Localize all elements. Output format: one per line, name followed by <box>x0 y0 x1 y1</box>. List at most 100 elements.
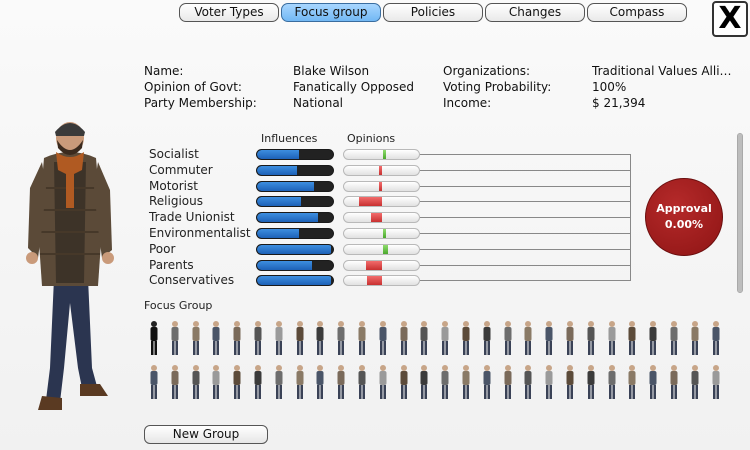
focus-group-member[interactable] <box>335 364 347 402</box>
opinion-bar-conservatives <box>343 275 420 286</box>
opinion-fill <box>382 150 387 159</box>
focus-group-member[interactable] <box>398 320 410 358</box>
profile-labels-left: Name: Opinion of Govt: Party Membership: <box>144 63 257 111</box>
focus-group-member[interactable] <box>210 320 222 358</box>
focus-group-member[interactable] <box>626 364 638 402</box>
focus-group-member[interactable] <box>626 320 638 358</box>
focus-group-member[interactable] <box>460 364 472 402</box>
focus-group-member[interactable] <box>273 364 285 402</box>
focus-group-member[interactable] <box>231 320 243 358</box>
opinion-bar-motorist <box>343 181 420 192</box>
scrollbar[interactable] <box>737 133 743 293</box>
focus-group-member[interactable] <box>169 364 181 402</box>
influence-fill <box>257 229 299 238</box>
opinion-bar-environmentalist <box>343 228 420 239</box>
connector-line <box>420 217 631 218</box>
connector-line <box>420 201 631 202</box>
focus-group-member[interactable] <box>481 320 493 358</box>
influence-fill <box>257 276 331 285</box>
focus-group-member[interactable] <box>398 364 410 402</box>
focus-group-member[interactable] <box>231 364 243 402</box>
tab-changes[interactable]: Changes <box>485 3 585 22</box>
focus-group-member[interactable] <box>564 364 576 402</box>
focus-group-member[interactable] <box>502 320 514 358</box>
opinion-label: Opinion of Govt: <box>144 80 242 94</box>
focus-group-member[interactable] <box>314 364 326 402</box>
group-label-conservatives[interactable]: Conservatives <box>149 273 235 287</box>
focus-group-member[interactable] <box>190 320 202 358</box>
new-group-button[interactable]: New Group <box>144 425 268 444</box>
group-label-socialist[interactable]: Socialist <box>149 147 199 161</box>
focus-group-member[interactable] <box>356 364 368 402</box>
group-label-trade-unionist[interactable]: Trade Unionist <box>149 210 235 224</box>
focus-group-member[interactable] <box>169 320 181 358</box>
focus-group-member[interactable] <box>689 364 701 402</box>
focus-group-member[interactable] <box>460 320 472 358</box>
focus-group-member[interactable] <box>606 320 618 358</box>
group-label-motorist[interactable]: Motorist <box>149 179 198 193</box>
focus-group-member[interactable] <box>439 320 451 358</box>
focus-group-member[interactable] <box>689 320 701 358</box>
tab-focus-group[interactable]: Focus group <box>281 3 381 22</box>
close-button[interactable]: X <box>712 1 748 37</box>
focus-group-member[interactable] <box>356 320 368 358</box>
organizations[interactable]: Traditional Values Allia... <box>592 64 732 78</box>
focus-group-member[interactable] <box>335 320 347 358</box>
group-label-poor[interactable]: Poor <box>149 242 176 256</box>
focus-group-member[interactable] <box>564 320 576 358</box>
focus-group-member[interactable] <box>439 364 451 402</box>
focus-group-member[interactable] <box>522 364 534 402</box>
focus-group-member[interactable] <box>668 320 680 358</box>
focus-group-member[interactable] <box>294 364 306 402</box>
focus-group-member[interactable] <box>606 364 618 402</box>
focus-group-member[interactable] <box>710 320 722 358</box>
focus-group-member[interactable] <box>668 364 680 402</box>
income-label: Income: <box>443 96 492 110</box>
group-label-parents[interactable]: Parents <box>149 258 194 272</box>
influence-bar-commuter <box>256 165 334 176</box>
approval-label: Approval <box>656 202 712 215</box>
influence-fill <box>257 245 331 254</box>
scrollbar-thumb[interactable] <box>738 134 742 292</box>
focus-group-member[interactable] <box>522 320 534 358</box>
group-label-environmentalist[interactable]: Environmentalist <box>149 226 251 240</box>
focus-group-member[interactable] <box>314 320 326 358</box>
focus-group-member[interactable] <box>377 364 389 402</box>
focus-group-member[interactable] <box>543 320 555 358</box>
focus-group-member[interactable] <box>502 364 514 402</box>
party-membership: National <box>293 96 344 110</box>
focus-group-member[interactable] <box>148 364 160 402</box>
focus-group-member[interactable] <box>647 320 659 358</box>
influence-fill <box>257 261 313 270</box>
focus-group-member[interactable] <box>190 364 202 402</box>
focus-group-member[interactable] <box>377 320 389 358</box>
focus-group-member[interactable] <box>294 320 306 358</box>
tab-bar: Voter Types Focus group Policies Changes… <box>179 3 689 22</box>
focus-group-member[interactable] <box>252 320 264 358</box>
focus-group-member[interactable] <box>148 320 160 358</box>
focus-group-row-1 <box>148 320 738 360</box>
group-label-commuter[interactable]: Commuter <box>149 163 213 177</box>
focus-group-member[interactable] <box>210 364 222 402</box>
influence-fill <box>257 182 314 191</box>
influence-bar-motorist <box>256 181 334 192</box>
focus-group-member[interactable] <box>418 364 430 402</box>
voting-probability-label: Voting Probability: <box>443 80 552 94</box>
group-label-religious[interactable]: Religious <box>149 194 203 208</box>
influence-bar-poor <box>256 244 334 255</box>
approval-value: 0.00% <box>664 218 704 231</box>
tab-voter-types[interactable]: Voter Types <box>179 3 279 22</box>
focus-group-member[interactable] <box>543 364 555 402</box>
focus-group-member[interactable] <box>418 320 430 358</box>
focus-group-member[interactable] <box>273 320 285 358</box>
focus-group-member[interactable] <box>585 364 597 402</box>
tab-policies[interactable]: Policies <box>383 3 483 22</box>
focus-group-member[interactable] <box>481 364 493 402</box>
opinion-fill <box>382 245 388 254</box>
focus-group-member[interactable] <box>710 364 722 402</box>
focus-group-member[interactable] <box>585 320 597 358</box>
tab-compass[interactable]: Compass <box>587 3 687 22</box>
connector-line <box>420 154 631 155</box>
focus-group-member[interactable] <box>647 364 659 402</box>
focus-group-member[interactable] <box>252 364 264 402</box>
